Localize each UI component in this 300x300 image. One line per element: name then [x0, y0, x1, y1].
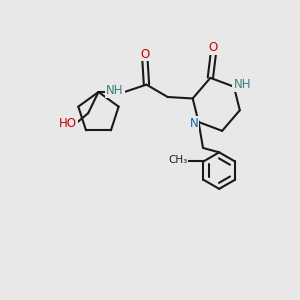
Text: CH₃: CH₃ — [168, 155, 188, 165]
Text: NH: NH — [106, 84, 124, 97]
Text: HO: HO — [58, 117, 76, 130]
Text: N: N — [190, 117, 199, 130]
Text: O: O — [209, 41, 218, 54]
Text: NH: NH — [233, 78, 251, 91]
Text: O: O — [140, 47, 150, 61]
